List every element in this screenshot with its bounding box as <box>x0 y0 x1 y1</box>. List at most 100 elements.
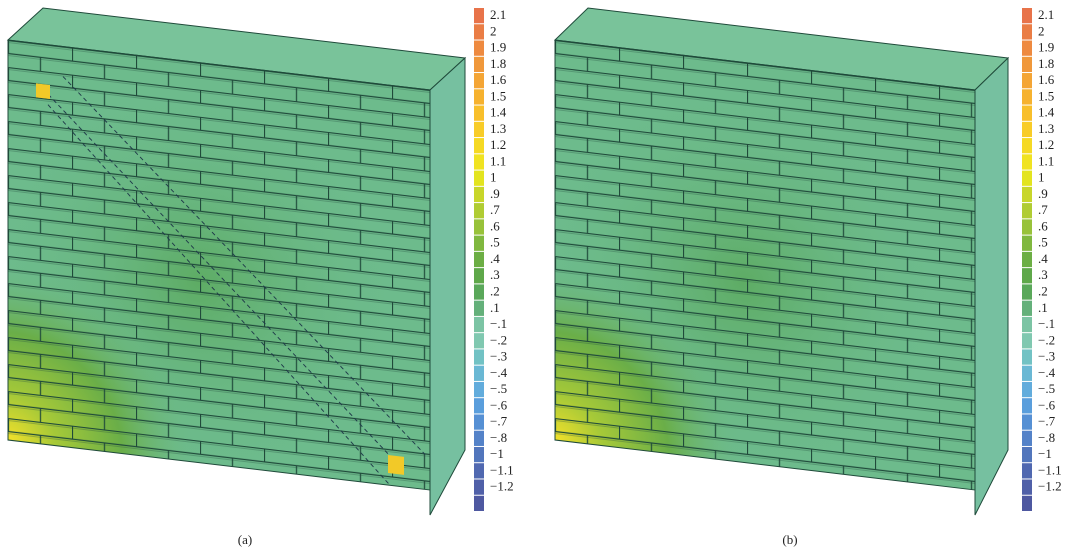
legend-swatch <box>474 187 484 202</box>
legend-swatch <box>474 154 484 169</box>
legend-label: −.1 <box>490 316 507 331</box>
legend-swatch <box>474 496 484 511</box>
panel: 2.121.91.81.61.51.41.31.21.11.9.7.6.5.4.… <box>555 7 1062 547</box>
legend-swatch <box>474 479 484 494</box>
legend-swatch <box>474 317 484 332</box>
legend-label: 1.1 <box>1038 153 1054 168</box>
legend-swatch <box>474 236 484 251</box>
figure: 2.121.91.81.61.51.41.31.21.11.9.7.6.5.4.… <box>0 0 1076 554</box>
legend-label: −.2 <box>1038 332 1055 347</box>
legend-label: 1.8 <box>1038 56 1054 71</box>
legend-label: 1.8 <box>490 56 506 71</box>
legend-swatch <box>1022 398 1032 413</box>
legend-label: 2.1 <box>1038 7 1054 22</box>
legend-label: −1.2 <box>1038 479 1062 494</box>
legend-label: .6 <box>490 218 500 233</box>
legend-label: 1.2 <box>1038 137 1054 152</box>
legend-swatch <box>1022 496 1032 511</box>
legend-label: −.4 <box>1038 365 1056 380</box>
caption: (a) <box>238 532 252 547</box>
legend-swatch <box>1022 479 1032 494</box>
legend-swatch <box>1022 122 1032 137</box>
legend-swatch <box>474 252 484 267</box>
legend-swatch <box>1022 414 1032 429</box>
legend-label: .4 <box>1038 251 1048 266</box>
legend-label: −.3 <box>1038 349 1055 364</box>
brick-lines <box>555 40 975 490</box>
legend-swatch <box>474 268 484 283</box>
legend-swatch <box>1022 317 1032 332</box>
legend-label: 1.2 <box>490 137 506 152</box>
wall-side <box>975 58 1008 515</box>
legend-label: −1.2 <box>490 479 514 494</box>
legend-swatch <box>1022 41 1032 56</box>
legend-label: −1 <box>1038 446 1052 461</box>
legend-label: −1.1 <box>1038 462 1062 477</box>
legend-swatch <box>474 398 484 413</box>
legend-label: .2 <box>1038 284 1048 299</box>
legend-label: .1 <box>490 300 500 315</box>
legend-swatch <box>1022 236 1032 251</box>
legend-label: 1.5 <box>1038 88 1054 103</box>
legend-label: −.6 <box>490 397 508 412</box>
legend-label: .3 <box>490 267 500 282</box>
legend-swatch <box>474 203 484 218</box>
legend-label: −.7 <box>1038 414 1056 429</box>
legend-label: 2 <box>490 23 497 38</box>
legend-label: −.3 <box>490 349 507 364</box>
legend-swatch <box>474 171 484 186</box>
legend-swatch <box>1022 57 1032 72</box>
legend-swatch <box>1022 431 1032 446</box>
legend-swatch <box>1022 89 1032 104</box>
legend-label: 1.6 <box>490 72 507 87</box>
legend-swatch <box>474 8 484 23</box>
legend-swatch <box>474 382 484 397</box>
caption: (b) <box>782 532 797 547</box>
legend-label: −1.1 <box>490 462 514 477</box>
legend-swatch <box>1022 252 1032 267</box>
legend-label: 1.9 <box>1038 40 1054 55</box>
legend-swatch <box>474 414 484 429</box>
legend-swatch <box>474 24 484 39</box>
legend-swatch <box>1022 8 1032 23</box>
legend-label: −1 <box>490 446 504 461</box>
legend-swatch <box>1022 349 1032 364</box>
legend-swatch <box>474 463 484 478</box>
legend-label: .7 <box>490 202 500 217</box>
legend-swatch <box>1022 73 1032 88</box>
legend-label: 1.1 <box>490 153 506 168</box>
legend-label: 1.4 <box>490 105 507 120</box>
legend-label: −.4 <box>490 365 508 380</box>
legend-label: .2 <box>490 284 500 299</box>
hot-spot <box>388 455 404 475</box>
legend-swatch <box>474 219 484 234</box>
legend-label: .9 <box>1038 186 1048 201</box>
legend-swatch <box>1022 463 1032 478</box>
legend-label: −.6 <box>1038 397 1056 412</box>
hot-spot <box>36 83 50 99</box>
legend-label: −.2 <box>490 332 507 347</box>
legend-swatch <box>1022 106 1032 121</box>
legend-swatch <box>1022 284 1032 299</box>
legend-label: 2.1 <box>490 7 506 22</box>
legend-label: −.1 <box>1038 316 1055 331</box>
legend-swatch <box>1022 138 1032 153</box>
legend-swatch <box>474 447 484 462</box>
legend-label: .6 <box>1038 218 1048 233</box>
legend-label: 1 <box>490 170 497 185</box>
legend-swatch <box>474 73 484 88</box>
wall-side <box>430 58 465 515</box>
legend-swatch <box>1022 171 1032 186</box>
legend-swatch <box>474 122 484 137</box>
legend-swatch <box>1022 203 1032 218</box>
legend-label: 1.9 <box>490 40 506 55</box>
legend-label: 1.4 <box>1038 105 1055 120</box>
legend-swatch <box>1022 24 1032 39</box>
legend-label: .7 <box>1038 202 1048 217</box>
legend-label: −.8 <box>1038 430 1055 445</box>
legend-swatch <box>1022 154 1032 169</box>
legend-label: 1.3 <box>1038 121 1054 136</box>
legend-swatch <box>474 57 484 72</box>
legend-label: .1 <box>1038 300 1048 315</box>
legend-swatch <box>474 106 484 121</box>
